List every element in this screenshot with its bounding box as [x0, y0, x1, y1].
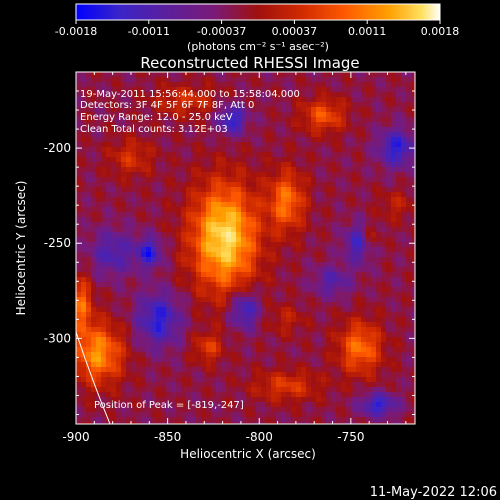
colorbar-tick-label: 0.00037: [272, 25, 318, 38]
x-tick-label: -850: [154, 430, 181, 444]
colorbar-tick-label: 0.0011: [348, 25, 387, 38]
y-tick-label: -300: [44, 331, 71, 345]
x-tick-label: -750: [337, 430, 364, 444]
peak-position-label: Position of Peak = [-819,-247]: [94, 400, 244, 411]
chart-title: Reconstructed RHESSI Image: [140, 54, 359, 72]
heatmap-image: [76, 72, 415, 424]
colorbar: [76, 4, 440, 20]
info-time-range: 19-May-2011 15:56:44.000 to 15:58:04.000: [80, 89, 300, 100]
info-detectors: Detectors: 3F 4F 5F 6F 7F 8F, Att 0: [80, 100, 254, 111]
colorbar-frame: [75, 3, 441, 21]
plot-frame: [75, 71, 416, 425]
limb-line: [76, 331, 111, 424]
x-axis-label: Heliocentric X (arcsec): [180, 447, 316, 461]
colorbar-tick-label: -0.0018: [55, 25, 97, 38]
x-tick-label: -800: [246, 430, 273, 444]
colorbar-ticks: -0.0018 -0.0011 -0.00037 0.00037 0.0011 0.001…: [55, 20, 459, 38]
y-tick-label: -250: [44, 236, 71, 250]
axis-ticks: -900 -850 -800 -750 -300 -250 -200: [44, 71, 415, 444]
info-energy: Energy Range: 12.0 - 25.0 keV: [80, 112, 233, 123]
colorbar-tick-label: -0.00037: [197, 25, 246, 38]
y-tick-label: -200: [44, 141, 71, 155]
y-axis-label: Heliocentric Y (arcsec): [14, 181, 28, 316]
info-clean: Clean Total counts: 3.12E+03: [80, 124, 228, 135]
colorbar-unit-label: (photons cm⁻² s⁻¹ asec⁻²): [187, 40, 329, 53]
colorbar-tick-label: 0.0018: [421, 25, 460, 38]
x-tick-label: -900: [62, 430, 89, 444]
footer-timestamp: 11-May-2022 12:06: [370, 485, 497, 500]
colorbar-tick-label: -0.0011: [128, 25, 170, 38]
